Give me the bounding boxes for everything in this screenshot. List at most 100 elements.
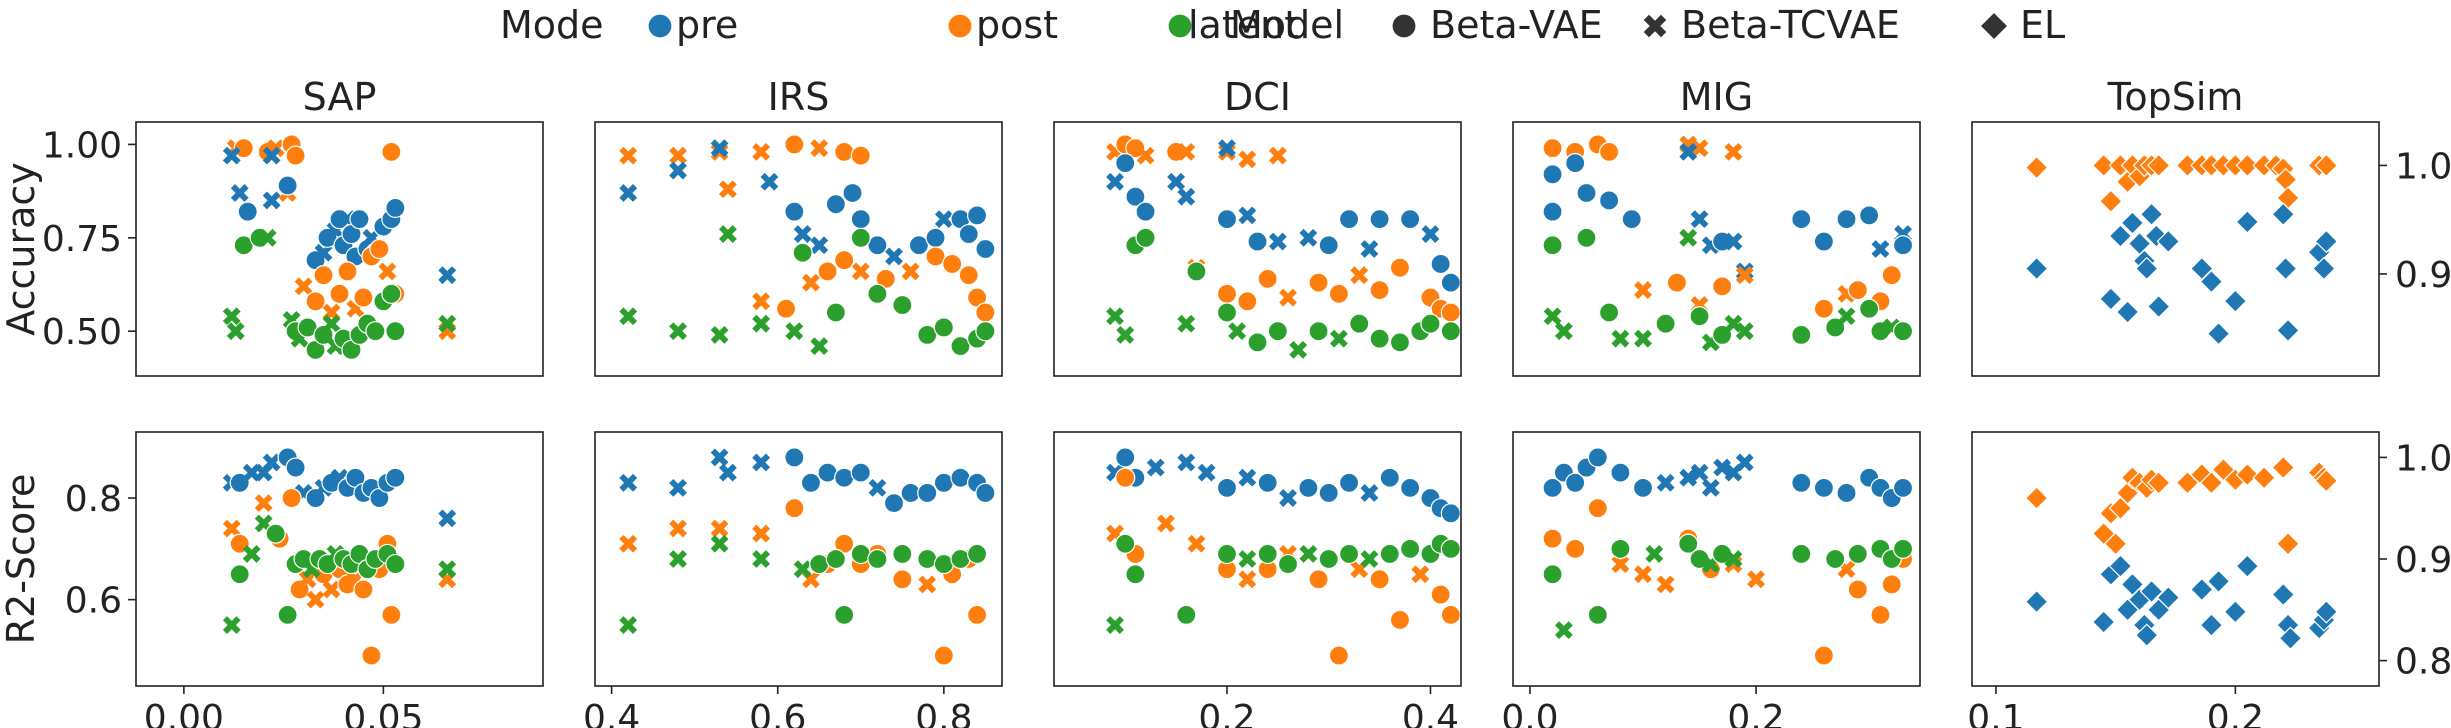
data-point-post-el bbox=[2190, 462, 2214, 487]
data-point-latent-beta_vae bbox=[1655, 313, 1676, 334]
data-point-pre-beta_vae bbox=[1338, 472, 1360, 493]
data-point-pre-el bbox=[2273, 256, 2298, 281]
panel-frame bbox=[1971, 121, 2380, 377]
data-point-latent-beta_vae bbox=[1791, 543, 1812, 565]
data-point-pre-beta_tcvae bbox=[885, 247, 903, 266]
data-point-post-beta_vae bbox=[1847, 579, 1868, 600]
legend-marker-el bbox=[1979, 11, 2009, 41]
data-point-pre-beta_vae bbox=[1836, 482, 1857, 504]
data-point-post-el bbox=[2024, 486, 2049, 510]
data-point-post-beta_vae bbox=[233, 138, 254, 159]
data-point-pre-beta_tcvae bbox=[710, 448, 729, 467]
data-point-post-beta_vae bbox=[1712, 276, 1733, 297]
data-point-pre-beta_vae bbox=[850, 462, 871, 483]
data-point-post-beta_tcvae bbox=[1690, 139, 1709, 158]
data-point-pre-beta_tcvae bbox=[1679, 468, 1698, 487]
legend-label-el: EL bbox=[2020, 3, 2065, 47]
y-tick-label: 0.8 bbox=[2395, 642, 2451, 683]
data-point-post-beta_vae bbox=[1813, 298, 1835, 319]
data-point-pre-el bbox=[2223, 600, 2248, 624]
data-point-pre-beta_vae bbox=[1318, 235, 1339, 256]
data-point-pre-beta_tcvae bbox=[1360, 240, 1379, 258]
data-point-pre-beta_vae bbox=[1587, 447, 1608, 468]
data-point-latent-beta_vae bbox=[265, 523, 286, 544]
data-point-pre-el bbox=[2108, 554, 2133, 578]
data-point-latent-beta_tcvae bbox=[669, 550, 687, 568]
data-point-latent-beta_vae bbox=[933, 317, 954, 338]
data-point-latent-beta_vae bbox=[1349, 313, 1370, 334]
data-point-pre-el bbox=[2190, 577, 2214, 602]
data-point-latent-beta_vae bbox=[385, 553, 406, 575]
data-point-latent-beta_tcvae bbox=[1299, 544, 1318, 563]
data-point-latent-beta_vae bbox=[1791, 324, 1812, 346]
data-point-latent-beta_vae bbox=[1216, 543, 1238, 565]
data-point-post-beta_vae bbox=[784, 498, 805, 519]
data-point-pre-beta_tcvae bbox=[760, 172, 779, 191]
points bbox=[222, 134, 457, 360]
data-point-latent-beta_tcvae bbox=[619, 307, 638, 326]
data-point-post-beta_vae bbox=[381, 141, 402, 162]
legend-mode-title: Mode bbox=[500, 3, 604, 47]
data-point-pre-beta_tcvae bbox=[1871, 240, 1890, 258]
legend-model-title: Model bbox=[1230, 3, 1344, 47]
data-point-pre-beta_tcvae bbox=[262, 453, 281, 472]
x-tick-label: 0.4 bbox=[1402, 698, 1459, 728]
data-point-post-beta_tcvae bbox=[298, 570, 317, 589]
data-point-pre-beta_tcvae bbox=[262, 191, 281, 210]
data-point-pre-beta_tcvae bbox=[1218, 139, 1236, 158]
data-point-post-beta_tcvae bbox=[1238, 150, 1257, 169]
data-point-post-beta_tcvae bbox=[669, 519, 687, 538]
data-point-pre-beta_tcvae bbox=[868, 478, 887, 497]
y-tick-label: 0.8 bbox=[65, 479, 122, 520]
points bbox=[1106, 134, 1461, 359]
data-point-pre-beta_vae bbox=[1430, 253, 1451, 275]
data-point-post-beta_vae bbox=[1308, 272, 1329, 293]
panel-title-topsim: TopSim bbox=[2107, 75, 2244, 119]
data-point-latent-beta_vae bbox=[1247, 332, 1268, 353]
data-point-post-beta_tcvae bbox=[718, 180, 737, 199]
data-point-latent-beta_tcvae bbox=[718, 225, 737, 243]
data-point-latent-beta_vae bbox=[950, 336, 971, 357]
data-point-latent-beta_tcvae bbox=[1837, 307, 1856, 326]
data-point-pre-beta_vae bbox=[842, 182, 863, 204]
data-point-latent-beta_vae bbox=[1135, 227, 1156, 248]
data-point-pre-beta_vae bbox=[1565, 472, 1586, 493]
data-point-latent-beta_tcvae bbox=[810, 337, 829, 356]
x-tick-label: 0.1 bbox=[1967, 698, 2024, 728]
data-point-post-beta_tcvae bbox=[1634, 281, 1652, 300]
data-point-pre-beta_tcvae bbox=[314, 243, 333, 262]
data-point-latent-beta_tcvae bbox=[1228, 322, 1247, 341]
panel-frame bbox=[594, 431, 1003, 687]
data-point-latent-beta_vae bbox=[1542, 564, 1563, 585]
data-point-latent-beta_vae bbox=[1689, 306, 1710, 327]
data-point-latent-beta_tcvae bbox=[669, 322, 687, 341]
x-tick-label: 0.8 bbox=[915, 698, 972, 728]
data-point-pre-el bbox=[2024, 256, 2049, 281]
data-point-post-beta_vae bbox=[1565, 538, 1586, 559]
data-point-post-beta_tcvae bbox=[1634, 565, 1652, 584]
panel-sap-r2: 0.6 0.8 0.00 0.05 bbox=[65, 431, 544, 728]
data-point-pre-beta_vae bbox=[1813, 477, 1835, 498]
data-point-pre-beta_vae bbox=[1135, 201, 1156, 222]
data-point-pre-beta_tcvae bbox=[1656, 473, 1675, 492]
data-point-latent-beta_tcvae bbox=[1611, 329, 1630, 348]
data-point-pre-beta_tcvae bbox=[710, 139, 729, 158]
data-point-pre-beta_tcvae bbox=[1724, 232, 1743, 251]
data-point-post-el bbox=[2314, 153, 2339, 178]
data-point-post-beta_tcvae bbox=[1411, 565, 1430, 584]
data-point-post-el bbox=[2024, 155, 2049, 180]
data-point-post-beta_tcvae bbox=[1268, 146, 1287, 165]
data-point-pre-beta_vae bbox=[1338, 209, 1360, 230]
data-point-latent-beta_tcvae bbox=[1329, 329, 1348, 348]
data-point-post-el bbox=[2199, 471, 2224, 495]
data-point-pre-beta_vae bbox=[958, 223, 979, 245]
data-point-pre-el bbox=[2271, 582, 2296, 607]
data-point-pre-beta_vae bbox=[1892, 477, 1914, 498]
data-point-post-beta_tcvae bbox=[1238, 570, 1257, 589]
data-point-latent-beta_tcvae bbox=[1543, 307, 1562, 326]
data-point-pre-el bbox=[2139, 579, 2164, 604]
data-point-post-beta_tcvae bbox=[1747, 570, 1765, 589]
data-point-pre-beta_vae bbox=[917, 482, 938, 504]
data-point-post-el bbox=[2103, 531, 2128, 556]
data-point-pre-beta_tcvae bbox=[752, 453, 771, 472]
